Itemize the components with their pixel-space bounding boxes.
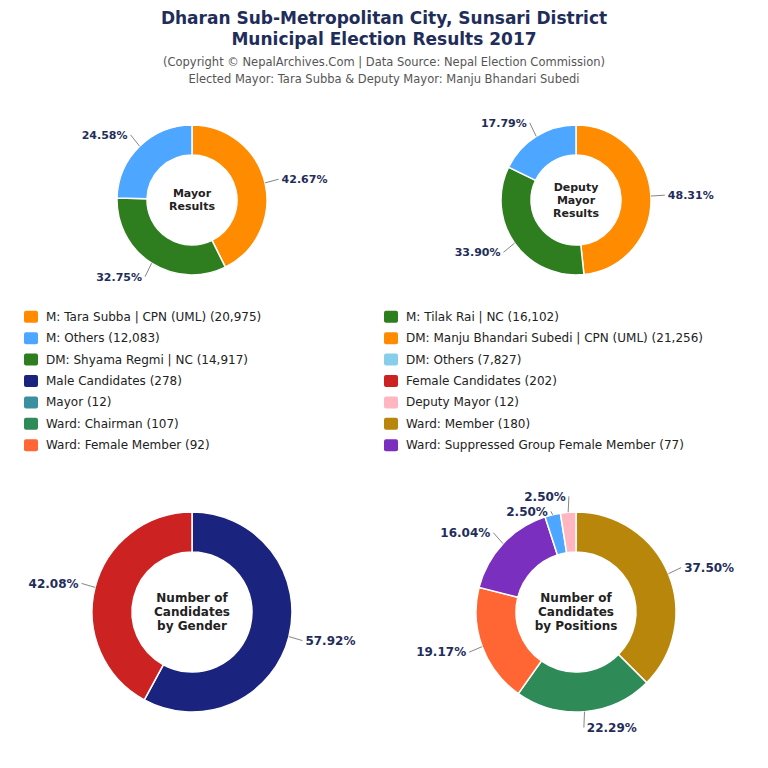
- legend-swatch: [24, 396, 38, 408]
- legend-swatch: [24, 354, 38, 366]
- donut-slice: [509, 125, 576, 180]
- label-leader: [145, 263, 152, 276]
- legend-swatch: [384, 439, 398, 451]
- donut-center-label: Number ofCandidatesby Positions: [535, 591, 618, 633]
- donut-slice: [479, 517, 557, 597]
- data-label: 2.50%: [524, 490, 566, 504]
- data-label: 22.29%: [587, 721, 637, 735]
- chart-root: Dharan Sub-Metropolitan City, Sunsari Di…: [0, 0, 768, 768]
- data-label: 33.90%: [455, 246, 501, 259]
- legend-swatch: [384, 396, 398, 408]
- legend-swatch: [384, 332, 398, 344]
- legend-entry: Ward: Member (180): [406, 417, 530, 431]
- legend-entry: DM: Manju Bhandari Subedi | CPN (UML) (2…: [406, 331, 703, 345]
- label-leader: [651, 195, 665, 197]
- donut-chart: Number ofCandidatesby Gender 57.92% 42.08%: [29, 512, 356, 712]
- donut-center-label: DeputyMayorResults: [553, 181, 599, 220]
- legend-entry: Ward: Chairman (107): [46, 417, 179, 431]
- legend-entry: Ward: Female Member (92): [46, 438, 210, 452]
- data-label: 32.75%: [96, 271, 142, 284]
- label-leader: [504, 243, 515, 252]
- data-label: 2.50%: [506, 505, 548, 519]
- legend-swatch: [384, 311, 398, 323]
- legend-entry: M: Tilak Rai | NC (16,102): [406, 310, 559, 324]
- donut-slice: [476, 587, 541, 693]
- legend-entry: Ward: Suppressed Group Female Member (77…: [406, 438, 684, 452]
- label-line: Results: [169, 200, 215, 213]
- legend-entry: DM: Others (7,827): [406, 353, 521, 367]
- legend-swatch: [24, 311, 38, 323]
- donut-chart: MayorResults 42.67% 32.75% 24.58%: [82, 125, 328, 284]
- donut-slice: [560, 512, 576, 553]
- donut-slice: [117, 198, 225, 275]
- label-leader: [289, 637, 303, 641]
- data-label: 17.79%: [481, 117, 527, 130]
- label-leader: [568, 496, 570, 512]
- figure-title: Municipal Election Results 2017: [231, 29, 536, 49]
- label-leader: [265, 179, 279, 183]
- legend-swatch: [24, 439, 38, 451]
- data-label: 48.31%: [668, 189, 714, 202]
- donut-center-label: MayorResults: [169, 187, 215, 213]
- legend-entry: DM: Shyama Regmi | NC (14,917): [46, 353, 248, 367]
- label-leader: [551, 511, 553, 514]
- label-line: Number of: [540, 591, 612, 605]
- label-leader: [469, 647, 482, 653]
- label-line: Deputy: [554, 181, 599, 194]
- data-label: 42.08%: [29, 577, 79, 591]
- legend-swatch: [384, 354, 398, 366]
- label-line: Mayor: [557, 194, 596, 207]
- legend-swatch: [24, 375, 38, 387]
- legend: M: Tara Subba | CPN (UML) (20,975) M: Oth…: [24, 310, 703, 453]
- figure-subtitle: (Copyright © NepalArchives.Com | Data So…: [163, 55, 605, 69]
- legend-entry: Mayor (12): [46, 395, 112, 409]
- legend-swatch: [384, 418, 398, 430]
- figure-subtitle: Elected Mayor: Tara Subba & Deputy Mayor…: [188, 72, 579, 86]
- data-label: 24.58%: [82, 129, 128, 142]
- donut-chart: DeputyMayorResults 48.31% 33.90% 17.79%: [455, 117, 714, 275]
- legend-swatch: [24, 418, 38, 430]
- label-leader: [583, 712, 585, 728]
- legend-entry: Deputy Mayor (12): [406, 395, 519, 409]
- donut-center-label: Number ofCandidatesby Gender: [154, 591, 230, 633]
- label-line: Candidates: [538, 605, 614, 619]
- figure-title: Dharan Sub-Metropolitan City, Sunsari Di…: [161, 8, 607, 28]
- background: [0, 0, 768, 768]
- data-label: 37.50%: [684, 561, 734, 575]
- label-line: Results: [553, 207, 599, 220]
- label-line: by Gender: [157, 619, 227, 633]
- data-label: 42.67%: [282, 173, 328, 186]
- label-leader: [82, 583, 96, 587]
- label-leader: [493, 533, 503, 544]
- label-line: Candidates: [154, 605, 230, 619]
- legend-entry: Female Candidates (202): [406, 374, 557, 388]
- label-line: by Positions: [535, 619, 618, 633]
- legend-entry: M: Tara Subba | CPN (UML) (20,975): [46, 310, 261, 324]
- legend-entry: M: Others (12,083): [46, 331, 160, 345]
- label-line: Number of: [156, 591, 228, 605]
- donut-chart: Number ofCandidatesby Positions 37.50% 22.…: [416, 490, 734, 735]
- legend-entry: Male Candidates (278): [46, 374, 182, 388]
- label-leader: [668, 568, 681, 574]
- data-label: 57.92%: [305, 634, 355, 648]
- legend-swatch: [384, 375, 398, 387]
- legend-swatch: [24, 332, 38, 344]
- label-leader: [530, 123, 536, 137]
- label-leader: [131, 135, 140, 146]
- data-label: 19.17%: [416, 645, 466, 659]
- label-line: Mayor: [173, 187, 212, 200]
- data-label: 16.04%: [440, 526, 490, 540]
